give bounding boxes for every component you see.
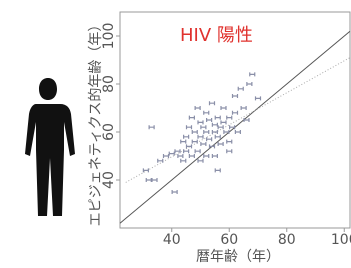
x-tick-label: 100 <box>331 232 351 248</box>
point <box>207 137 212 141</box>
point <box>247 82 252 86</box>
point <box>212 123 217 127</box>
point <box>187 144 192 148</box>
point <box>221 120 226 124</box>
point <box>227 149 232 153</box>
point <box>187 125 192 129</box>
point <box>178 154 183 158</box>
point <box>198 120 203 124</box>
point <box>181 159 186 163</box>
point <box>207 118 212 122</box>
point <box>152 178 157 182</box>
x-tick-label: 40 <box>163 232 181 248</box>
point <box>181 140 186 144</box>
point <box>204 154 209 158</box>
y-tick-label: 100 <box>101 23 117 50</box>
point <box>233 94 238 98</box>
point <box>169 152 174 156</box>
point <box>227 140 232 144</box>
point <box>149 125 154 129</box>
point <box>175 149 180 153</box>
point <box>210 101 215 105</box>
point <box>215 168 220 172</box>
point <box>172 190 177 194</box>
point <box>201 142 206 146</box>
point <box>192 130 197 134</box>
point <box>184 135 189 139</box>
y-tick-label: 40 <box>101 171 117 189</box>
point <box>204 111 209 115</box>
chart: HIV 陽性 暦年齢（年） エピジェネティクス的年齢（年） 4060801004… <box>0 0 351 268</box>
point <box>215 116 220 120</box>
point <box>184 149 189 153</box>
x-axis-label: 暦年齢（年） <box>196 249 280 265</box>
point <box>195 106 200 110</box>
point <box>201 125 206 129</box>
silhouette <box>25 78 75 216</box>
point <box>218 142 223 146</box>
x-tick-label: 60 <box>220 232 238 248</box>
point <box>215 135 220 139</box>
point <box>233 111 238 115</box>
point <box>189 154 194 158</box>
point <box>256 96 261 100</box>
point <box>158 159 163 163</box>
point <box>212 154 217 158</box>
point <box>195 149 200 153</box>
point <box>250 72 255 76</box>
point <box>238 87 243 91</box>
point <box>221 106 226 110</box>
y-tick-label: 60 <box>101 123 117 141</box>
point <box>146 178 151 182</box>
point <box>189 116 194 120</box>
point <box>241 106 246 110</box>
point <box>198 135 203 139</box>
trend-line <box>126 58 350 183</box>
point <box>164 154 169 158</box>
y-tick-label: 80 <box>101 75 117 93</box>
point <box>235 130 240 134</box>
point <box>204 130 209 134</box>
point <box>227 116 232 120</box>
point <box>198 159 203 163</box>
point <box>192 140 197 144</box>
annotation: HIV 陽性 <box>180 25 253 46</box>
point <box>218 125 223 129</box>
point <box>212 130 217 134</box>
x-tick-label: 80 <box>278 232 296 248</box>
